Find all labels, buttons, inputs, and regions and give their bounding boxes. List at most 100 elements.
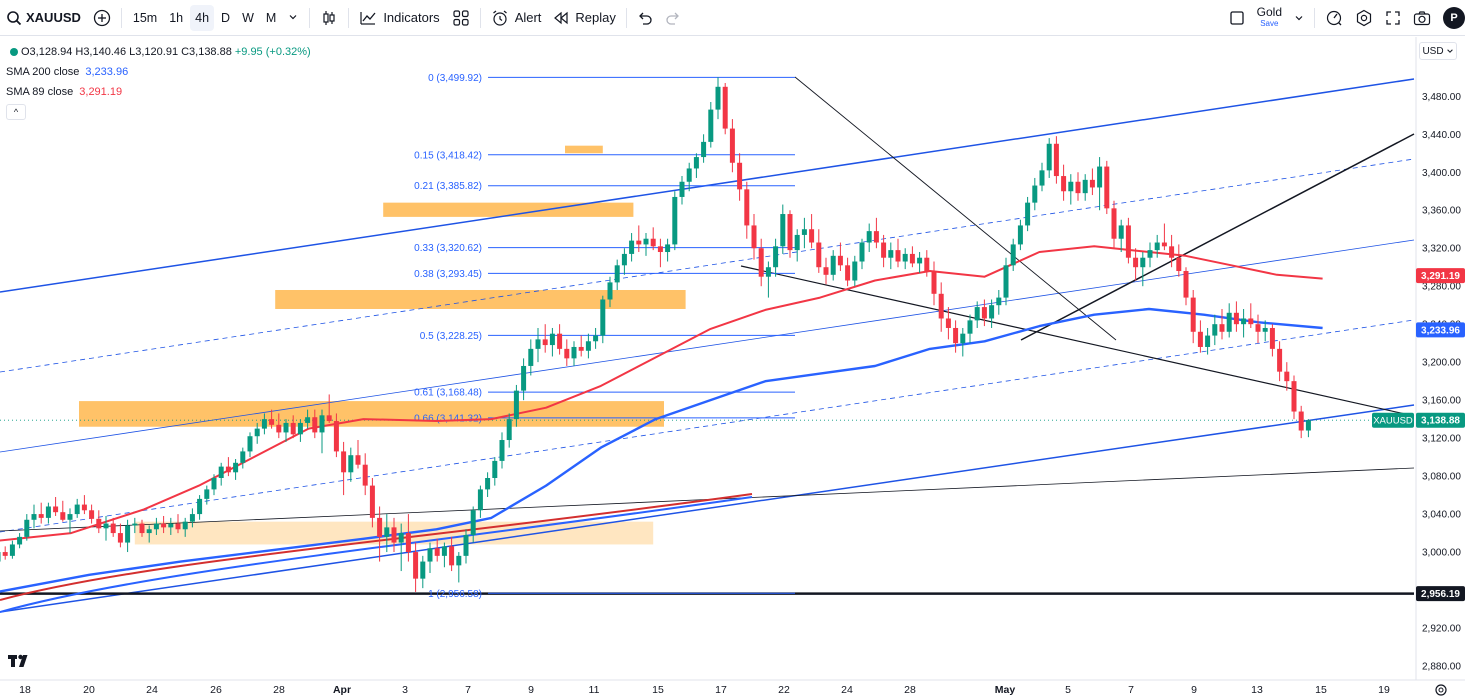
price-zone[interactable] bbox=[79, 401, 664, 427]
trendline-support[interactable] bbox=[740, 265, 1415, 417]
replay-button[interactable]: Replay bbox=[547, 0, 621, 36]
candle-body bbox=[53, 506, 59, 513]
symbol-search[interactable]: XAUUSD bbox=[0, 0, 87, 36]
candle-body bbox=[809, 229, 815, 243]
sma89-row[interactable]: SMA 89 close 3,291.19 bbox=[6, 82, 314, 102]
candle-body bbox=[377, 517, 383, 537]
candle-body bbox=[549, 333, 555, 346]
candle-body bbox=[679, 181, 685, 197]
candle-body bbox=[773, 246, 779, 268]
candle-body bbox=[1061, 176, 1067, 192]
time-axis[interactable]: 18 20 24 26 28 Apr 3 7 9 11 15 17 22 24 28 May 5 7 9 13 15 19 bbox=[0, 679, 1465, 696]
price-axis[interactable]: 3,480.00 3,440.00 3,400.00 3,360.00 3,320.00… bbox=[1372, 37, 1465, 698]
candle-body bbox=[9, 544, 15, 556]
candle-body bbox=[240, 451, 246, 463]
price-label-badge bbox=[1416, 412, 1465, 428]
quick-search-button[interactable] bbox=[1319, 0, 1349, 36]
interval-group: 15m 1h 4h D W M bbox=[126, 0, 305, 36]
ohlc-open: O3,128.94 bbox=[21, 46, 73, 58]
candle-body bbox=[931, 271, 937, 294]
candle-body bbox=[1140, 257, 1146, 268]
date-tick-label: 3 bbox=[402, 684, 408, 696]
interval-dropdown[interactable] bbox=[283, 11, 303, 25]
date-tick-label: 24 bbox=[146, 684, 158, 696]
candle-body bbox=[1154, 242, 1160, 251]
trendline-rising[interactable] bbox=[1020, 133, 1415, 341]
candle-body bbox=[1025, 202, 1031, 226]
axis-settings-gear-icon[interactable] bbox=[1435, 684, 1447, 696]
channel-dashed-upper[interactable] bbox=[0, 158, 1415, 373]
candle-body bbox=[650, 238, 656, 247]
interval-15m[interactable]: 15m bbox=[132, 10, 158, 25]
candle-body bbox=[715, 86, 721, 110]
candle-body bbox=[254, 428, 260, 437]
channel-lower-line[interactable] bbox=[0, 404, 1415, 613]
avatar[interactable]: P bbox=[1443, 7, 1465, 29]
moving-averages bbox=[0, 245, 1323, 613]
candle-body bbox=[593, 335, 599, 342]
redo-button[interactable] bbox=[659, 0, 687, 36]
legend-collapse-button[interactable]: ^ bbox=[6, 104, 26, 120]
date-tick-label: 20 bbox=[83, 684, 95, 696]
price-label-badge bbox=[1416, 586, 1465, 602]
candle-body bbox=[175, 523, 181, 530]
alert-button[interactable]: Alert bbox=[485, 0, 548, 36]
sma200-row[interactable]: SMA 200 close 3,233.96 bbox=[6, 62, 314, 82]
interval-1h[interactable]: 1h bbox=[169, 10, 184, 25]
candle-body bbox=[0, 552, 1, 562]
interval-m[interactable]: M bbox=[265, 10, 277, 25]
date-tick-label: 26 bbox=[210, 684, 222, 696]
fullscreen-layout-toggle[interactable] bbox=[1223, 0, 1251, 36]
chevron-up-icon: ^ bbox=[13, 107, 19, 117]
price-chart[interactable]: 0 (3,499.92) 0.15 (3,418.42) 0.21 (3,385.8… bbox=[0, 37, 1465, 698]
candle-body bbox=[578, 346, 584, 351]
candle-body bbox=[852, 261, 858, 281]
compare-symbol-button[interactable] bbox=[87, 0, 117, 36]
candle-body bbox=[326, 415, 332, 422]
interval-4h[interactable]: 4h bbox=[190, 4, 215, 31]
camera-icon bbox=[1413, 11, 1431, 26]
candle-body bbox=[153, 523, 159, 530]
layout-save-button[interactable]: Gold Save bbox=[1251, 6, 1288, 29]
symbol-name: XAUUSD bbox=[26, 10, 81, 25]
candle-body bbox=[564, 348, 570, 359]
fullscreen-button[interactable] bbox=[1379, 0, 1407, 36]
candle-body bbox=[614, 265, 620, 283]
square-icon bbox=[1229, 11, 1244, 25]
candle-body bbox=[1169, 246, 1175, 258]
candle-body bbox=[420, 561, 426, 579]
candle-body bbox=[1125, 225, 1131, 258]
chart-type-button[interactable] bbox=[314, 0, 344, 36]
currency-selector[interactable]: USD bbox=[1419, 42, 1457, 60]
layouts-button[interactable] bbox=[446, 0, 476, 36]
candle-body bbox=[341, 451, 347, 473]
indicators-label: Indicators bbox=[383, 10, 440, 25]
fibonacci-retracement[interactable]: 0 (3,499.92) 0.15 (3,418.42) 0.21 (3,385.8… bbox=[414, 73, 795, 600]
candle-body bbox=[1277, 348, 1283, 372]
indicators-button[interactable]: Indicators bbox=[353, 0, 445, 36]
candle-body bbox=[1010, 244, 1016, 266]
candle-body bbox=[1197, 331, 1203, 347]
candle-body bbox=[261, 419, 267, 429]
undo-button[interactable] bbox=[631, 0, 659, 36]
candle-body bbox=[189, 514, 195, 522]
candle-body bbox=[146, 529, 152, 534]
interval-d[interactable]: D bbox=[221, 10, 231, 25]
candle-body bbox=[657, 246, 663, 253]
candle-body bbox=[103, 523, 109, 529]
settings-button[interactable] bbox=[1349, 0, 1379, 36]
candle-body bbox=[521, 365, 527, 391]
candle-body bbox=[1269, 327, 1275, 349]
price-tick-label: 3,320.00 bbox=[1422, 244, 1461, 255]
price-zone[interactable] bbox=[275, 289, 686, 309]
interval-w[interactable]: W bbox=[242, 10, 254, 25]
price-zone[interactable] bbox=[565, 145, 603, 154]
candle-body bbox=[1233, 312, 1239, 325]
candle-body bbox=[737, 162, 743, 190]
trendline-down[interactable] bbox=[794, 76, 1117, 341]
candle-body bbox=[269, 419, 275, 425]
layout-dropdown[interactable] bbox=[1288, 0, 1310, 36]
fib-level-label: 0.66 (3,141.32) bbox=[414, 413, 482, 424]
snapshot-button[interactable] bbox=[1407, 0, 1437, 36]
channel-dashed-lower[interactable] bbox=[0, 319, 1415, 533]
